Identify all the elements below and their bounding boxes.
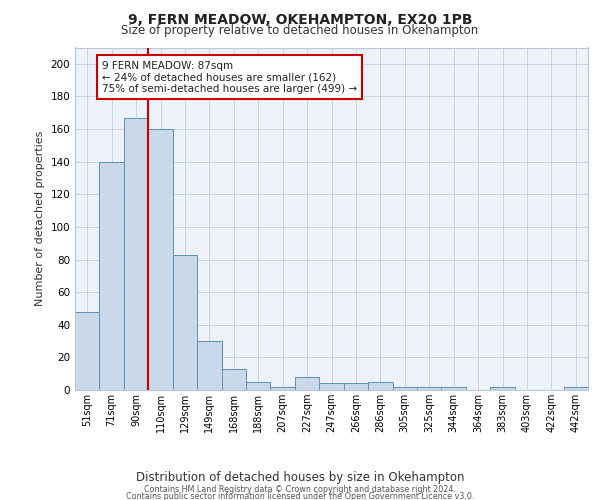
Y-axis label: Number of detached properties: Number of detached properties: [35, 131, 45, 306]
Bar: [148, 129, 173, 390]
Text: Size of property relative to detached houses in Okehampton: Size of property relative to detached ho…: [121, 24, 479, 37]
Bar: [173, 254, 197, 390]
Bar: [368, 382, 392, 390]
Bar: [319, 384, 344, 390]
Text: 9 FERN MEADOW: 87sqm
← 24% of detached houses are smaller (162)
75% of semi-deta: 9 FERN MEADOW: 87sqm ← 24% of detached h…: [102, 60, 357, 94]
Bar: [344, 384, 368, 390]
Bar: [417, 386, 442, 390]
Bar: [490, 386, 515, 390]
Text: Distribution of detached houses by size in Okehampton: Distribution of detached houses by size …: [136, 471, 464, 484]
Bar: [442, 386, 466, 390]
Text: Contains HM Land Registry data © Crown copyright and database right 2024.: Contains HM Land Registry data © Crown c…: [144, 484, 456, 494]
Bar: [271, 386, 295, 390]
Bar: [246, 382, 271, 390]
Bar: [563, 386, 588, 390]
Bar: [392, 386, 417, 390]
Bar: [221, 369, 246, 390]
Text: Contains public sector information licensed under the Open Government Licence v3: Contains public sector information licen…: [126, 492, 474, 500]
Bar: [124, 118, 148, 390]
Text: 9, FERN MEADOW, OKEHAMPTON, EX20 1PB: 9, FERN MEADOW, OKEHAMPTON, EX20 1PB: [128, 12, 472, 26]
Bar: [75, 312, 100, 390]
Bar: [295, 377, 319, 390]
Bar: [197, 341, 221, 390]
Bar: [100, 162, 124, 390]
